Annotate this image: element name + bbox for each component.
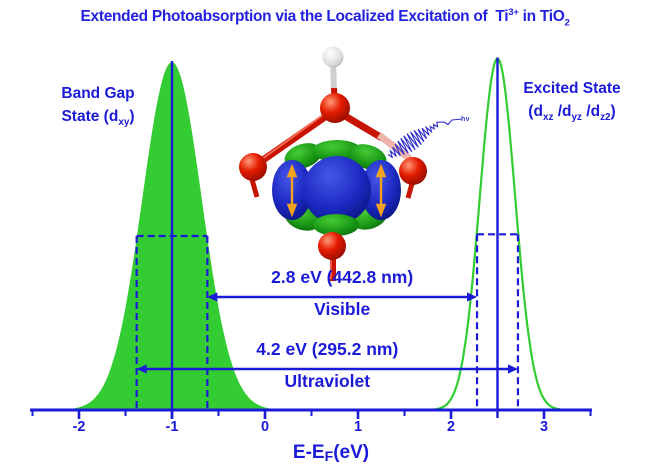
oxygen-atom-bottom [318, 232, 346, 260]
excited-line2: /d [553, 103, 572, 121]
x-tick-1: 1 [353, 419, 363, 435]
axis-label-subscript: F [324, 448, 334, 465]
orbital-lobe-green [312, 140, 362, 162]
band-gap-line2-close: ) [129, 108, 135, 126]
hydrogen-atom [322, 46, 344, 68]
uv-transition-band: Ultraviolet [284, 371, 371, 391]
oxygen-atom-right [399, 157, 427, 185]
o-o-bond-left [251, 107, 337, 170]
photon-wave-icon [387, 118, 463, 159]
axis-label-text: E-E [292, 442, 325, 463]
band-gap-state-label: Band Gap State (dxy) [33, 82, 163, 131]
titanium-orbital-center [303, 156, 371, 224]
visible-transition-value: 2.8 eV (442.8 nm) [271, 267, 414, 287]
uv-transition-value: 4.2 eV (295.2 nm) [256, 339, 399, 359]
orbital-lobe-green [313, 214, 359, 236]
arrowhead-right [467, 292, 478, 302]
oxygen-atom-top [320, 93, 350, 123]
oxygen-atom-left [239, 153, 267, 181]
spin-arrows [286, 163, 387, 218]
title-text: Extended Photoabsorption via the Localiz… [80, 8, 509, 26]
excited-line2: /d [581, 103, 601, 121]
title-superscript: 3+ [508, 7, 519, 18]
excited-line2-close: ) [610, 103, 616, 121]
excited-sub-yz: yz [571, 112, 582, 124]
excited-sub-z2: z2 [600, 112, 611, 124]
band-gap-line2: State (d [61, 108, 119, 126]
title-subscript: 2 [564, 17, 570, 29]
o-o-bond-right-pale [376, 132, 413, 162]
molecule-illustration [239, 46, 463, 281]
x-tick-neg1: -1 [165, 419, 179, 435]
arrowhead-left [207, 292, 218, 302]
title-text: in TiO [518, 8, 565, 26]
photon-label: hν [461, 116, 470, 123]
figure-title: Extended Photoabsorption via the Localiz… [0, 7, 650, 28]
arrowhead-right [507, 364, 518, 374]
excited-line2: (d [528, 103, 543, 121]
x-tick-3: 3 [539, 419, 549, 435]
axis-label-units: (eV) [333, 442, 370, 463]
x-tick-2: 2 [446, 419, 456, 435]
excited-line1: Excited State [523, 80, 621, 97]
plot-layer [30, 57, 592, 419]
photon-wave-path [387, 118, 463, 159]
x-tick-neg2: -2 [72, 419, 86, 435]
x-tick-0: 0 [260, 419, 270, 435]
bond-highlight [257, 106, 335, 163]
band-gap-line1: Band Gap [61, 85, 135, 102]
visible-transition-band: Visible [314, 299, 371, 319]
excited-sub-xz: xz [542, 112, 554, 124]
excited-state-label: Excited State (dxz /dyz /dz2) [502, 77, 642, 126]
x-axis-label: E-EF(eV) [6, 442, 650, 464]
arrowhead-left [136, 364, 147, 374]
band-gap-subscript: xy [118, 117, 130, 129]
